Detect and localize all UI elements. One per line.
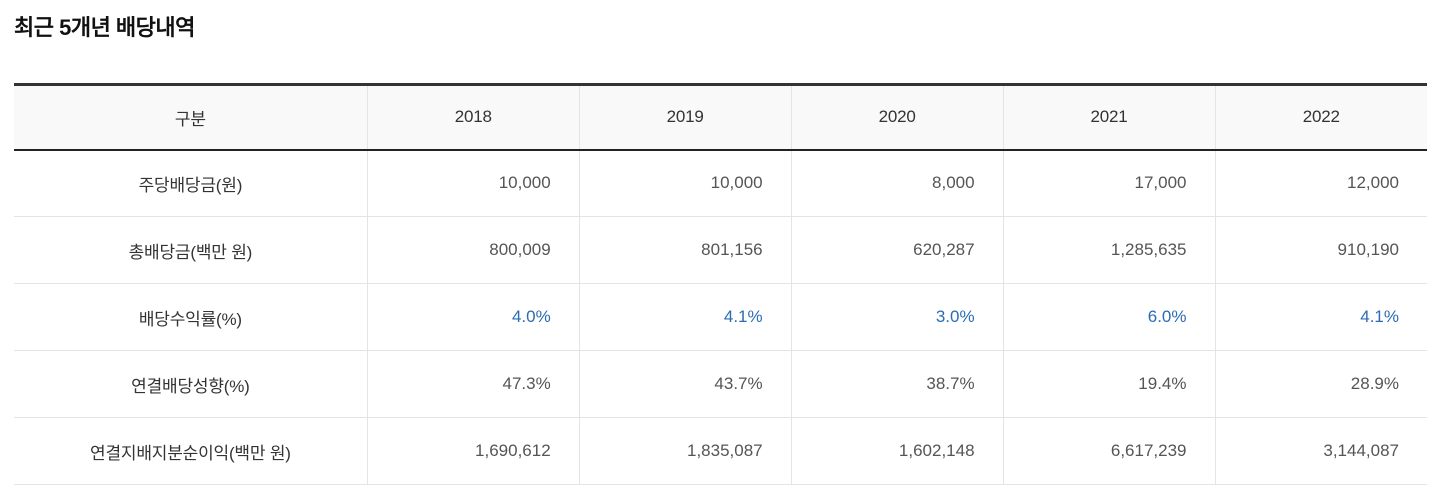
cell-value: 17,000 xyxy=(1002,149,1215,217)
table-row-dividend-yield: 배당수익률(%) 4.0% 4.1% 3.0% 6.0% 4.1% xyxy=(14,283,1427,351)
table-row-dividend-per-share: 주당배당금(원) 10,000 10,000 8,000 17,000 12,0… xyxy=(14,149,1427,217)
dividend-table: 구분 2018 2019 2020 2021 2022 주당배당금(원) 10,… xyxy=(14,83,1427,485)
cell-value: 8,000 xyxy=(790,149,1004,217)
row-label: 주당배당금(원) xyxy=(14,149,368,217)
cell-value: 6.0% xyxy=(1002,283,1215,351)
row-label: 연결배당성향(%) xyxy=(14,350,368,418)
cell-value: 1,690,612 xyxy=(366,417,580,485)
cell-value: 1,835,087 xyxy=(578,417,792,485)
row-label: 총배당금(백만 원) xyxy=(14,216,368,284)
cell-value: 1,285,635 xyxy=(1002,216,1215,284)
cell-value: 38.7% xyxy=(790,350,1004,418)
cell-value: 620,287 xyxy=(790,216,1004,284)
table-row-consolidated-net-income: 연결지배지분순이익(백만 원) 1,690,612 1,835,087 1,60… xyxy=(14,417,1427,485)
cell-value: 1,602,148 xyxy=(790,417,1004,485)
cell-value: 28.9% xyxy=(1214,350,1427,418)
col-header-year-2018: 2018 xyxy=(366,84,580,151)
section-title: 최근 5개년 배당내역 xyxy=(14,15,195,40)
cell-value: 19.4% xyxy=(1002,350,1215,418)
table-row-payout-ratio: 연결배당성향(%) 47.3% 43.7% 38.7% 19.4% 28.9% xyxy=(14,350,1427,418)
cell-value: 12,000 xyxy=(1214,149,1427,217)
col-header-year-2019: 2019 xyxy=(578,84,792,151)
cell-value: 800,009 xyxy=(366,216,580,284)
cell-value: 3.0% xyxy=(790,283,1004,351)
col-header-year-2021: 2021 xyxy=(1002,84,1215,151)
table-row-total-dividend: 총배당금(백만 원) 800,009 801,156 620,287 1,285… xyxy=(14,216,1427,284)
col-header-year-2020: 2020 xyxy=(790,84,1004,151)
table-header-row: 구분 2018 2019 2020 2021 2022 xyxy=(14,84,1427,151)
cell-value: 801,156 xyxy=(578,216,792,284)
cell-value: 4.0% xyxy=(366,283,580,351)
cell-value: 4.1% xyxy=(578,283,792,351)
cell-value: 43.7% xyxy=(578,350,792,418)
cell-value: 910,190 xyxy=(1214,216,1427,284)
cell-value: 10,000 xyxy=(366,149,580,217)
cell-value: 3,144,087 xyxy=(1214,417,1427,485)
col-header-category: 구분 xyxy=(14,84,368,151)
cell-value: 10,000 xyxy=(578,149,792,217)
cell-value: 47.3% xyxy=(366,350,580,418)
cell-value: 4.1% xyxy=(1214,283,1427,351)
cell-value: 6,617,239 xyxy=(1002,417,1215,485)
row-label: 연결지배지분순이익(백만 원) xyxy=(14,417,368,485)
col-header-year-2022: 2022 xyxy=(1214,84,1427,151)
row-label: 배당수익률(%) xyxy=(14,283,368,351)
